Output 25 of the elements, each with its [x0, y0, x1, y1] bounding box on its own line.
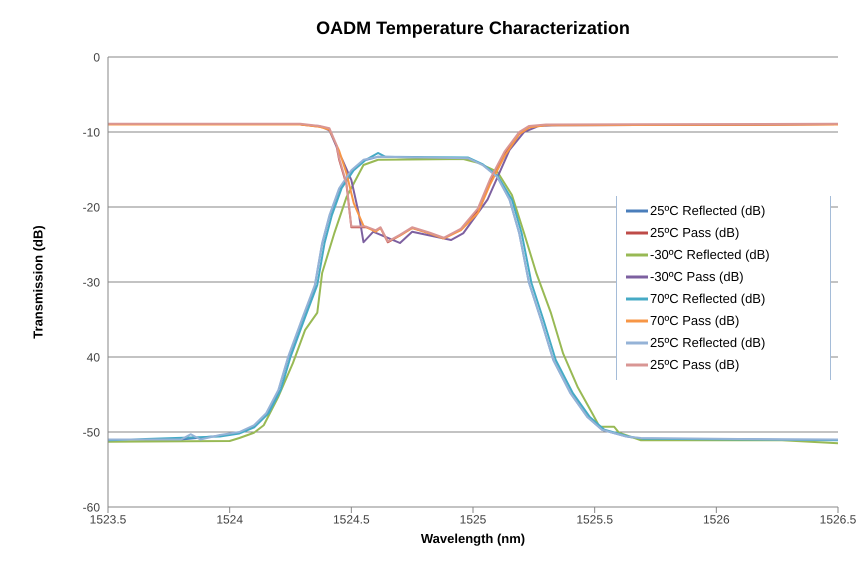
y-axis-title: Transmission (dB): [30, 225, 46, 339]
x-tick-label: 1524: [216, 512, 244, 527]
legend-label: 70ºC Pass (dB): [650, 312, 740, 330]
legend-label: 70ºC Reflected (dB): [650, 290, 766, 308]
x-tick-label: 1526.5: [820, 512, 857, 527]
x-tick-label: 1523.5: [90, 512, 127, 527]
y-tick-label: 0: [93, 50, 100, 64]
x-tick-label: 1525.5: [576, 512, 614, 527]
legend-label: 25ºC Pass (dB): [650, 356, 740, 374]
legend-label: 25ºC Reflected (dB): [650, 334, 766, 352]
y-tick-label: -50: [82, 425, 100, 440]
y-tick-label: -30: [82, 275, 100, 290]
y-tick-label: -20: [82, 200, 100, 214]
chart-title: OADM Temperature Characterization: [315, 18, 631, 39]
legend-label: 25ºC Reflected (dB): [650, 202, 766, 220]
x-tick-label: 1525: [460, 512, 487, 527]
legend-label: -30ºC Reflected (dB): [650, 246, 770, 264]
legend-label: -30ºC Pass (dB): [650, 268, 744, 286]
legend-label: 25ºC Pass (dB): [650, 224, 740, 242]
x-axis-title: Wavelength (nm): [420, 531, 526, 546]
y-tick-label: -10: [82, 125, 100, 140]
y-tick-label: -60: [82, 500, 100, 514]
x-tick-label: 1526: [702, 512, 730, 527]
y-tick-label: 40: [86, 350, 100, 364]
x-tick-label: 1524.5: [332, 512, 370, 527]
